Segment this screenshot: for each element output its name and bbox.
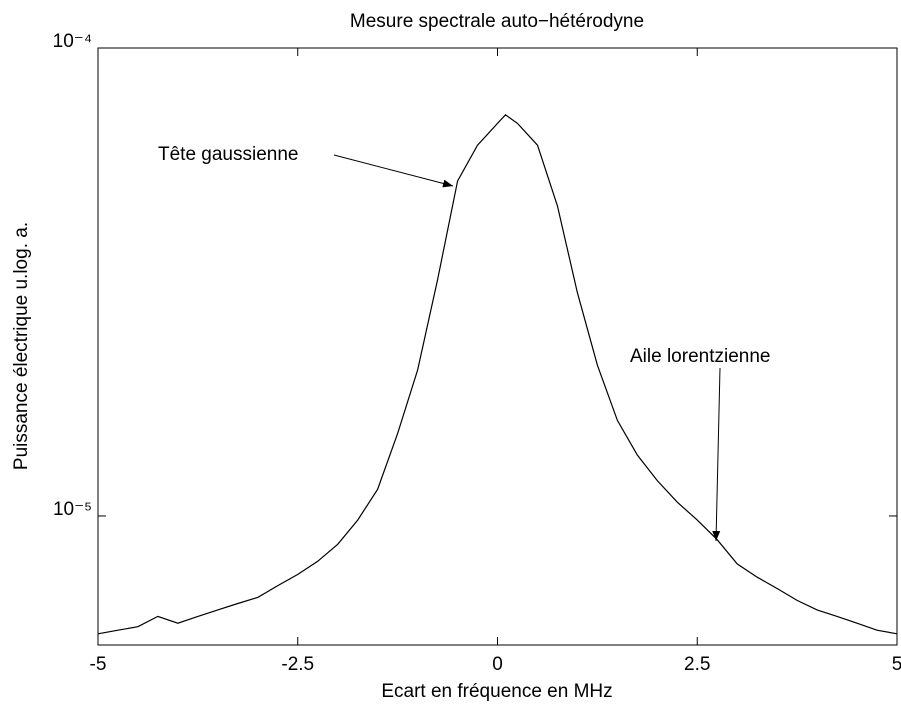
annotation: Tête gaussienne [158, 144, 299, 165]
annotation: Aile lorentzienne [630, 346, 770, 367]
x-tick-label: -2.5 [281, 654, 314, 675]
x-tick-label: 2.5 [684, 654, 710, 675]
x-tick-label: 5 [892, 654, 901, 675]
x-axis-label: Ecart en fréquence en MHz [381, 681, 612, 702]
data-line [97, 114, 898, 635]
y-tick-label: 10⁻⁴ [53, 31, 92, 52]
chart-title: Mesure spectrale auto−hétérodyne [350, 11, 644, 32]
annotation-arrow [333, 154, 454, 188]
x-tick-label: 0 [492, 654, 503, 675]
plot-frame [97, 47, 898, 646]
y-axis-label: Puissance électrique u.log. a. [11, 222, 32, 470]
x-tick-label: -5 [90, 654, 107, 675]
annotation-arrow [712, 367, 721, 542]
y-tick-label: 10⁻⁵ [53, 499, 92, 520]
